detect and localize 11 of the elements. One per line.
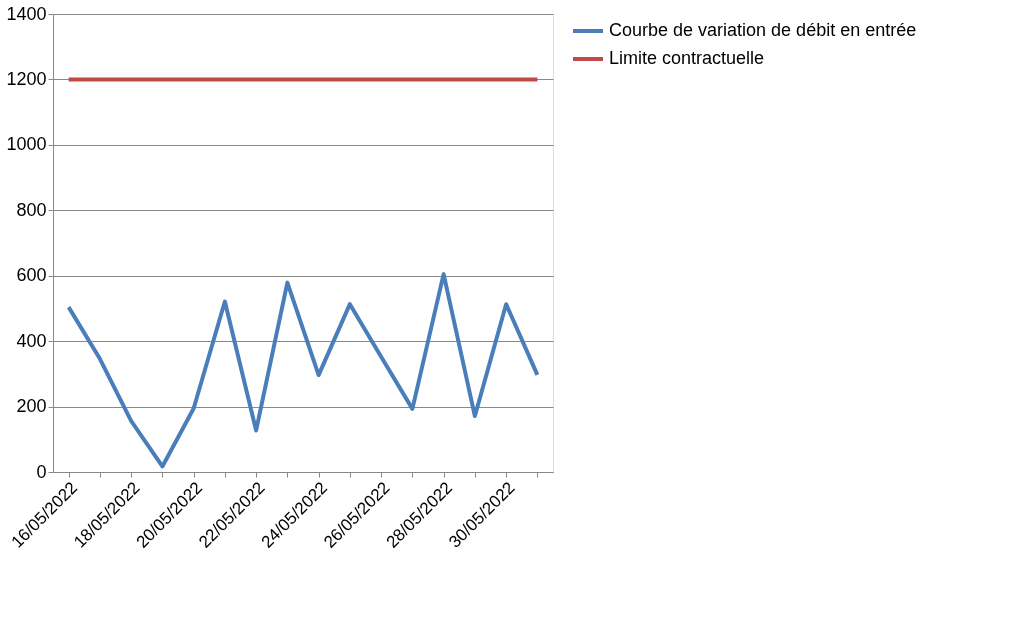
y-tick-label: 1200 [6,68,47,89]
y-tick-label: 1400 [6,3,47,24]
y-tick-label: 200 [16,396,47,417]
y-tick-label: 600 [16,265,47,286]
line-series [66,272,540,469]
y-tick-label: 400 [16,330,47,351]
y-tick-label: 0 [36,461,47,482]
y-tick-label: 1000 [6,134,47,155]
legend-label: Limite contractuelle [609,48,765,68]
legend-label: Courbe de variation de débit en entrée [609,20,917,40]
y-tick-label: 800 [16,199,47,220]
